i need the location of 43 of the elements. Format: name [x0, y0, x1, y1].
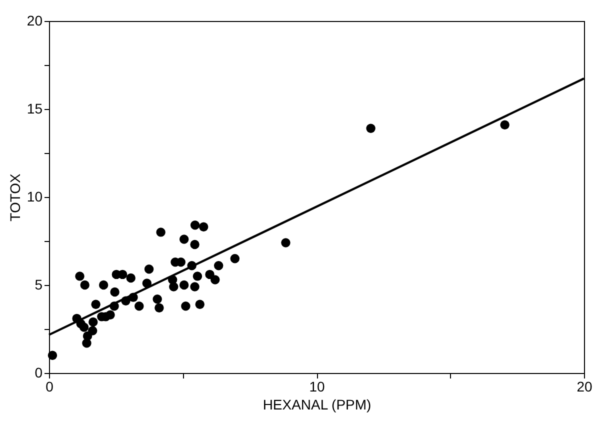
point — [79, 322, 89, 332]
point — [98, 280, 108, 290]
point — [190, 282, 200, 292]
point — [281, 238, 290, 248]
point — [210, 275, 220, 284]
point — [106, 310, 115, 320]
point — [190, 240, 200, 250]
x-axis-title: HEXANAL (PPM) — [262, 396, 372, 412]
point — [181, 302, 190, 311]
point — [82, 338, 92, 348]
point — [169, 282, 178, 292]
point — [230, 254, 240, 264]
x-tick-label: 20 — [576, 378, 592, 394]
point — [366, 124, 376, 133]
point — [190, 220, 200, 230]
x-tick-label: 0 — [46, 378, 54, 394]
point — [80, 280, 90, 290]
point — [126, 273, 136, 283]
point — [75, 272, 84, 281]
point — [500, 120, 510, 130]
point — [179, 280, 189, 290]
y-tick-label: 10 — [26, 188, 43, 204]
point — [88, 326, 98, 336]
y-axis-title: TOTOX — [6, 172, 23, 222]
point — [195, 300, 204, 309]
point — [214, 261, 224, 270]
point — [199, 222, 208, 232]
y-tick-label: 0 — [34, 364, 43, 380]
point — [91, 300, 100, 309]
point — [88, 317, 98, 327]
point — [179, 234, 189, 244]
point — [156, 228, 166, 237]
x-tick-label: 10 — [309, 378, 325, 394]
point — [152, 294, 162, 304]
y-tick-label: 15 — [26, 100, 43, 116]
point — [110, 287, 120, 297]
point — [134, 302, 144, 311]
y-tick-label: 20 — [26, 12, 43, 28]
point — [144, 264, 154, 274]
y-tick-label: 5 — [34, 276, 43, 292]
point — [48, 350, 58, 360]
point — [154, 303, 164, 312]
point — [192, 272, 202, 281]
